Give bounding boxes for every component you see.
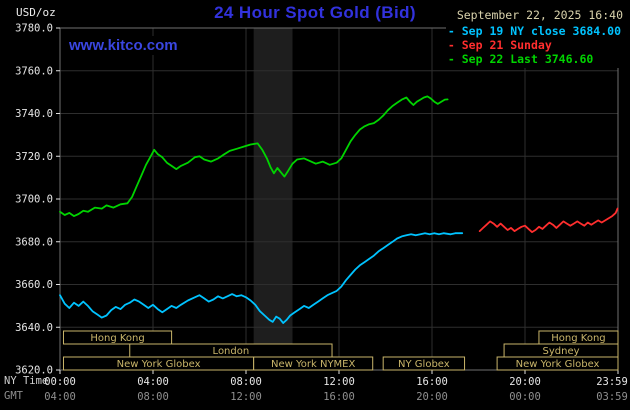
ny-time-axis-label: NY Time bbox=[4, 375, 49, 387]
session-box bbox=[496, 356, 619, 371]
x-tick-label-ny: 04:00 bbox=[137, 376, 169, 388]
session-label: New York Globex bbox=[516, 359, 600, 370]
x-tick-label-gmt: 08:00 bbox=[137, 391, 169, 403]
x-tick-label-gmt: 03:59 bbox=[596, 391, 628, 403]
x-tick-label-gmt: 16:00 bbox=[323, 391, 355, 403]
session-label: NY Globex bbox=[398, 359, 450, 370]
legend-item: - Sep 21 Sunday bbox=[448, 38, 621, 52]
legend-label: Sep 21 Sunday bbox=[461, 38, 552, 52]
y-tick-label: 3700.0 bbox=[15, 194, 53, 206]
session-label: New York Globex bbox=[117, 359, 201, 370]
x-tick-label-ny: 12:00 bbox=[323, 376, 355, 388]
session-label: New York NYMEX bbox=[271, 359, 356, 370]
datetime-label: September 22, 2025 16:40 bbox=[456, 8, 623, 22]
y-tick-label: 3620.0 bbox=[15, 365, 53, 377]
legend-label: Sep 22 Last 3746.60 bbox=[461, 52, 594, 66]
x-tick-label-gmt: 00:00 bbox=[509, 391, 541, 403]
legend-swatch: - bbox=[447, 52, 462, 66]
y-tick-label: 3780.0 bbox=[15, 23, 53, 35]
y-tick-label: 3660.0 bbox=[15, 279, 53, 291]
page-title: 24 Hour Spot Gold (Bid) bbox=[214, 3, 416, 22]
session-label: Hong Kong bbox=[551, 333, 605, 344]
session-box bbox=[253, 356, 374, 371]
kitco-link[interactable]: www.kitco.com bbox=[64, 36, 183, 55]
x-tick-label-ny: 00:00 bbox=[44, 376, 76, 388]
y-tick-label: 3680.0 bbox=[15, 236, 53, 248]
x-tick-label-gmt: 12:00 bbox=[230, 391, 262, 403]
series-line-sep22 bbox=[59, 95, 449, 218]
x-tick-label-ny: 20:00 bbox=[509, 376, 541, 388]
session-box bbox=[382, 356, 466, 371]
gmt-axis-label: GMT bbox=[4, 390, 23, 402]
session-label: London bbox=[213, 346, 250, 357]
series-line-sep21 bbox=[478, 207, 619, 234]
x-tick-label-gmt: 20:00 bbox=[416, 391, 448, 403]
legend-item: - Sep 19 NY close 3684.00 bbox=[448, 24, 621, 38]
legend-label: Sep 19 NY close 3684.00 bbox=[461, 24, 621, 38]
series-line-sep19 bbox=[59, 232, 464, 324]
y-tick-label: 3640.0 bbox=[15, 322, 53, 334]
session-box bbox=[62, 330, 173, 345]
x-tick-label-ny: 08:00 bbox=[230, 376, 262, 388]
legend-swatch: - bbox=[447, 38, 462, 52]
y-tick-label: 3740.0 bbox=[15, 108, 53, 120]
legend-item: - Sep 22 Last 3746.60 bbox=[448, 52, 621, 66]
session-label: Sydney bbox=[543, 346, 580, 357]
y-tick-label: 3760.0 bbox=[15, 65, 53, 77]
x-tick-label-gmt: 04:00 bbox=[44, 391, 76, 403]
y-tick-label: 3720.0 bbox=[15, 151, 53, 163]
x-tick-label-ny: 16:00 bbox=[416, 376, 448, 388]
legend: - Sep 19 NY close 3684.00- Sep 21 Sunday… bbox=[445, 23, 623, 68]
x-tick-label-ny: 23:59 bbox=[596, 376, 628, 388]
units-label: USD/oz bbox=[16, 6, 56, 19]
legend-swatch: - bbox=[447, 24, 462, 38]
session-label: Hong Kong bbox=[90, 333, 144, 344]
